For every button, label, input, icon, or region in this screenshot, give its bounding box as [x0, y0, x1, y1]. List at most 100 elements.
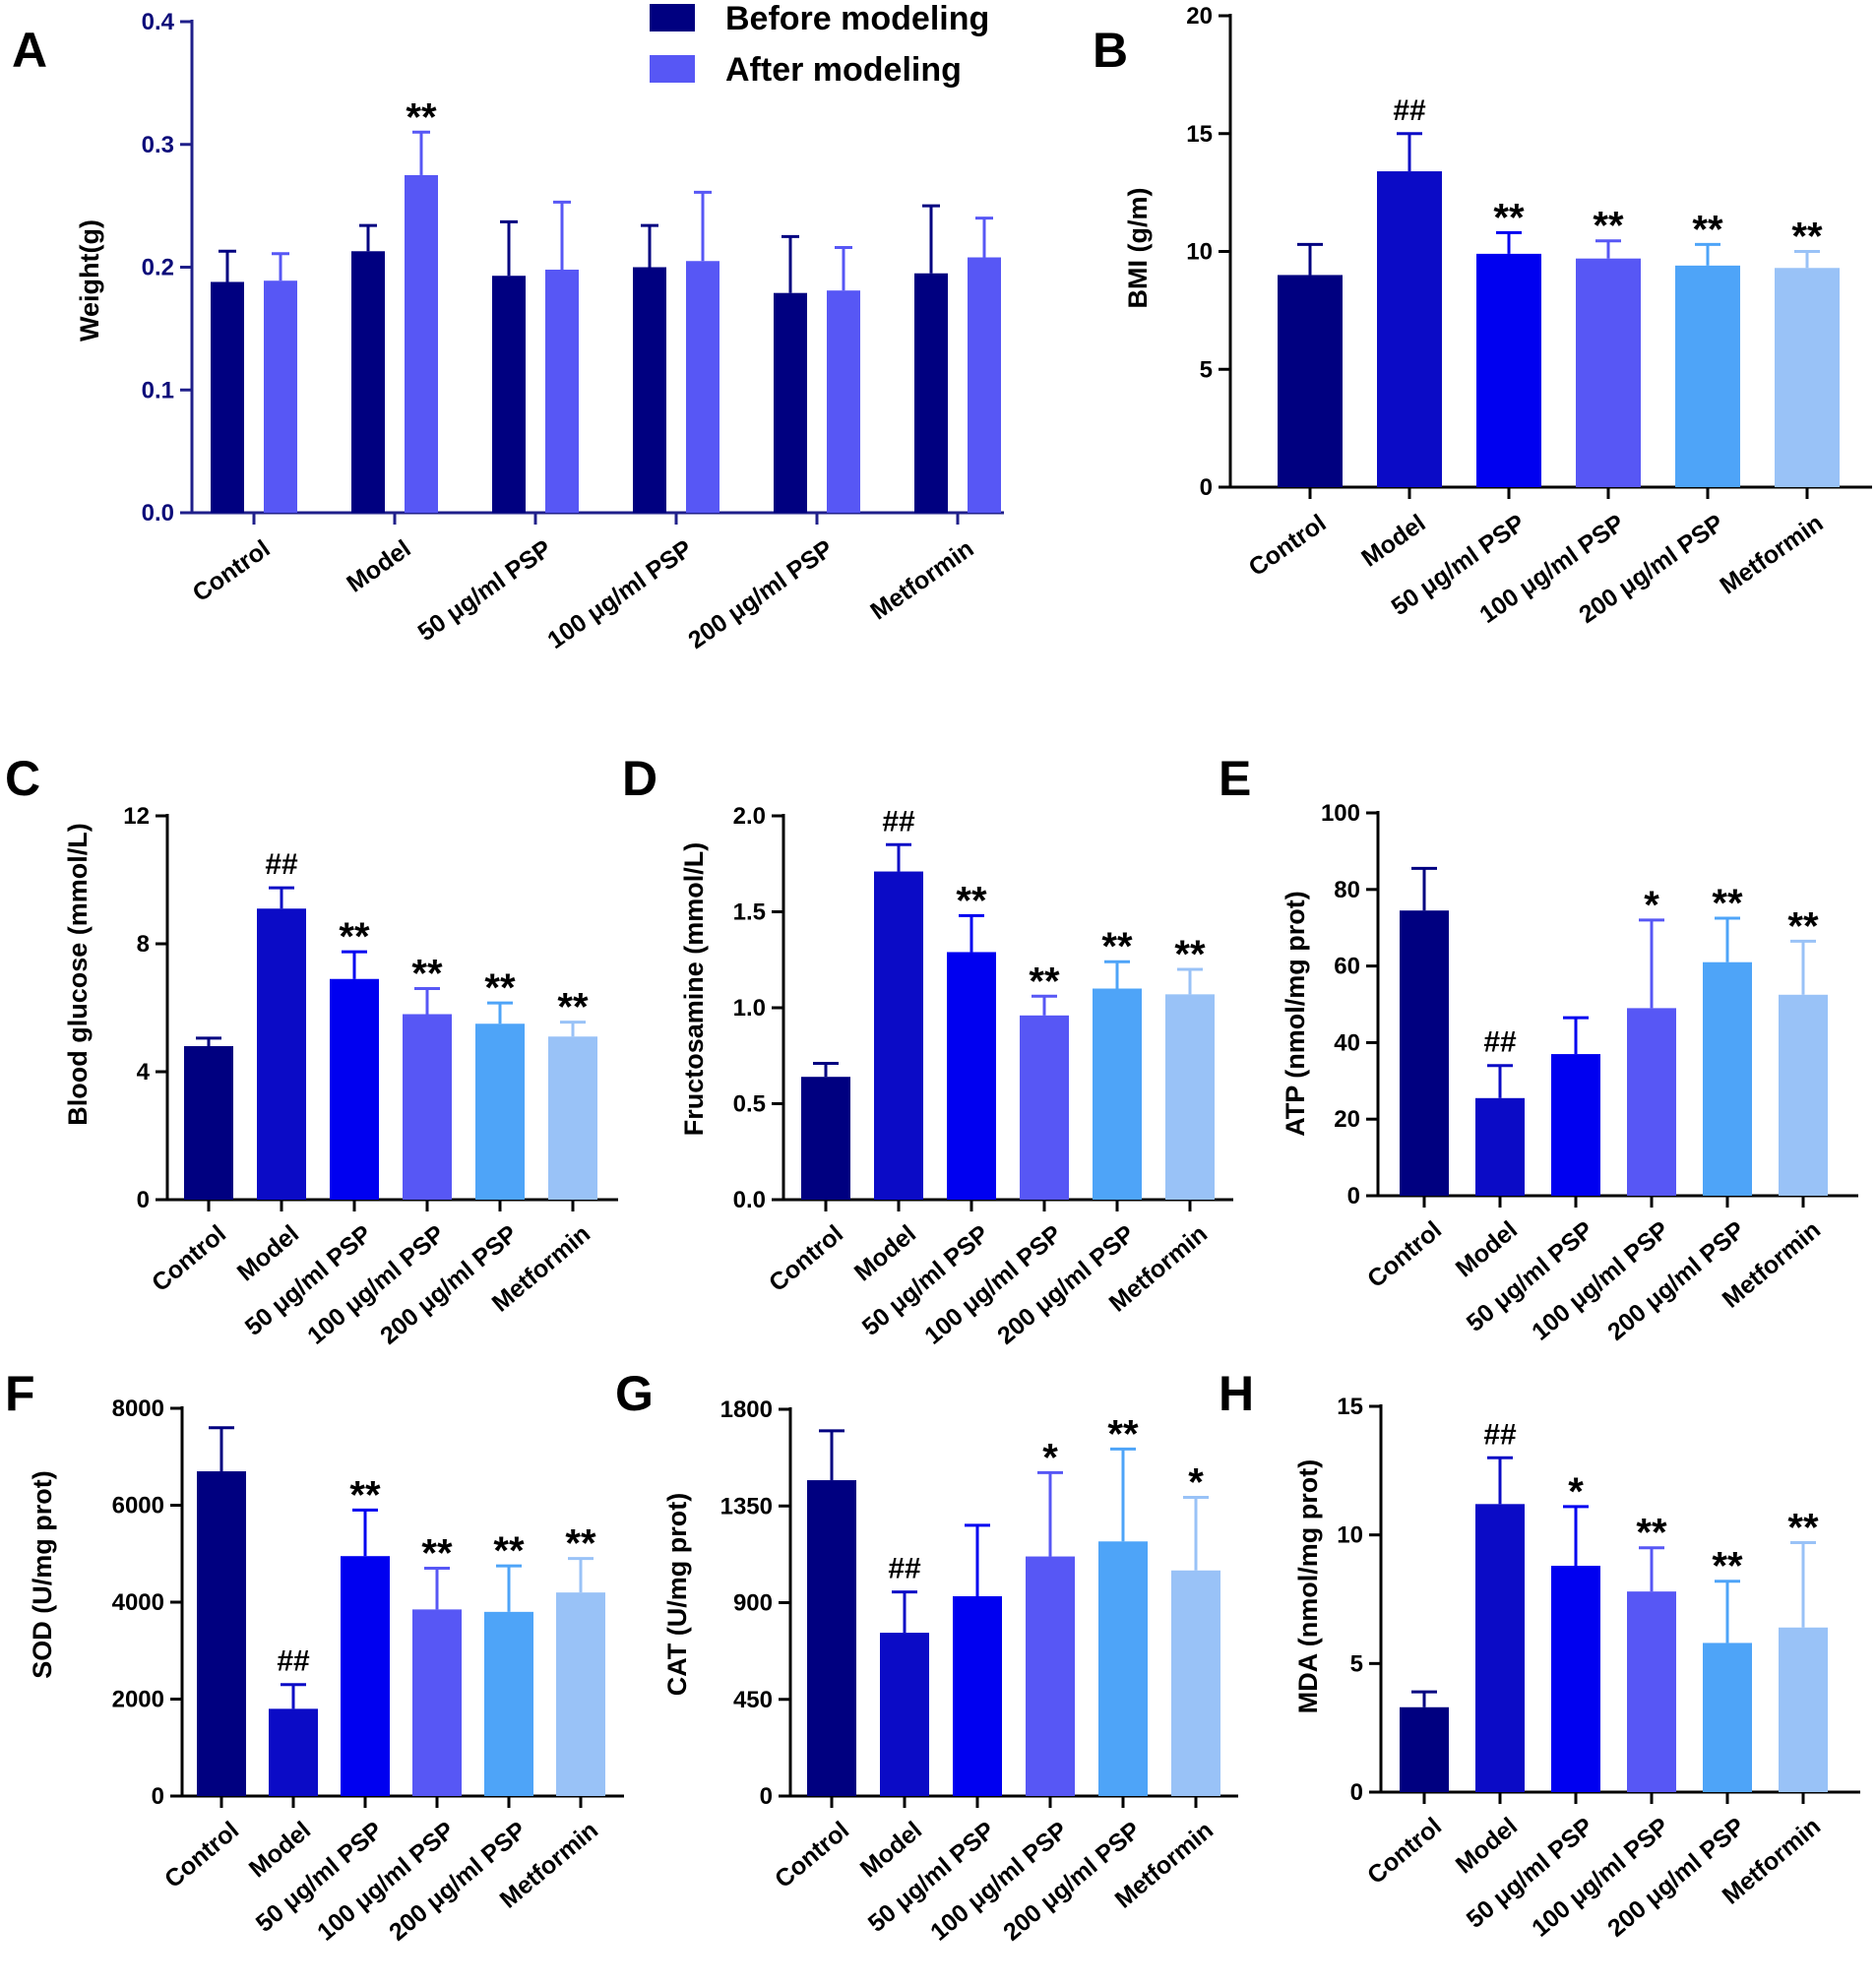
significance-label-metformin: **	[1791, 216, 1823, 259]
bar-before-modeling-100-g-ml-psp	[633, 267, 666, 513]
bar-metformin	[1165, 994, 1215, 1200]
y-axis-title-h: MDA (nmol/mg prot)	[1293, 1459, 1323, 1713]
bar-metformin	[1171, 1570, 1220, 1796]
y-tick-label-e: 60	[1334, 954, 1360, 980]
bar-after-modeling-100-g-ml-psp	[686, 261, 719, 513]
panel-label-b: B	[1093, 23, 1128, 78]
bar-100-g-ml-psp	[1627, 1008, 1676, 1196]
y-tick-label-f: 8000	[112, 1396, 164, 1422]
y-tick-label-b: 5	[1200, 356, 1213, 383]
bar-100-g-ml-psp	[1627, 1591, 1676, 1792]
y-tick-label-b: 0	[1200, 474, 1213, 501]
bar-model	[1377, 171, 1442, 487]
bar-control	[1400, 1706, 1449, 1792]
significance-label-50-g-ml-psp: **	[1493, 196, 1525, 239]
bar-after-modeling-control	[264, 280, 297, 513]
significance-label-model: ##	[882, 805, 915, 837]
y-tick-label-b: 20	[1186, 3, 1213, 30]
y-tick-label-d: 1.0	[733, 995, 766, 1022]
bar-50-g-ml-psp	[341, 1556, 390, 1796]
significance-label-model: ##	[1393, 94, 1426, 127]
bar-50-g-ml-psp	[953, 1595, 1002, 1796]
y-axis-title-a: Weight(g)	[75, 219, 104, 341]
y-axis-title-d: Fructosamine (mmol/L)	[679, 842, 709, 1137]
bar-100-g-ml-psp	[1026, 1556, 1075, 1796]
y-tick-label-a: 0.3	[142, 132, 174, 158]
bar-model	[269, 1708, 318, 1796]
legend-label-before: Before modeling	[725, 0, 989, 37]
bar-100-g-ml-psp	[1020, 1015, 1069, 1200]
bar-model	[1475, 1097, 1525, 1196]
panel-label-e: E	[1219, 751, 1251, 806]
y-tick-label-f: 4000	[112, 1589, 164, 1616]
significance-label-50-g-ml-psp: **	[956, 879, 987, 922]
significance-label-100-g-ml-psp: **	[421, 1532, 453, 1576]
y-tick-label-e: 80	[1334, 877, 1360, 903]
y-tick-label-a: 0.4	[142, 9, 175, 35]
significance-label-metformin: **	[1787, 904, 1819, 948]
significance-label-model: ##	[1483, 1418, 1517, 1451]
significance-label-200-g-ml-psp: **	[1692, 208, 1723, 251]
significance-label-50-g-ml-psp: *	[1568, 1470, 1584, 1514]
bar-before-modeling-50-g-ml-psp	[492, 276, 526, 513]
significance-label-metformin: **	[565, 1522, 596, 1566]
y-tick-label-d: 1.5	[733, 899, 766, 926]
legend-swatch-after	[650, 55, 695, 83]
significance-label-100-g-ml-psp: *	[1042, 1436, 1058, 1479]
bar-before-modeling-model	[351, 251, 385, 513]
y-tick-label-a: 0.1	[142, 377, 174, 403]
significance-label-200-g-ml-psp: **	[1712, 1545, 1743, 1588]
significance-label-model: ##	[277, 1645, 310, 1678]
y-axis-title-g: CAT (U/mg prot)	[662, 1493, 692, 1696]
y-tick-label-c: 12	[123, 803, 150, 830]
y-tick-label-h: 10	[1337, 1522, 1363, 1549]
significance-label-100-g-ml-psp: **	[1636, 1512, 1667, 1555]
panel-label-c: C	[5, 751, 40, 806]
significance-label-200-g-ml-psp: **	[1101, 925, 1133, 968]
bar-50-g-ml-psp	[330, 978, 379, 1200]
bar-control	[1278, 275, 1343, 487]
bar-after-modeling-metformin	[968, 257, 1001, 513]
panel-label-d: D	[622, 751, 657, 806]
y-tick-label-c: 8	[137, 931, 150, 958]
y-tick-label-g: 1800	[720, 1396, 773, 1423]
bar-before-modeling-200-g-ml-psp	[774, 292, 807, 513]
bar-50-g-ml-psp	[1551, 1566, 1600, 1792]
y-tick-label-d: 0.5	[733, 1091, 766, 1118]
legend-swatch-before	[650, 4, 695, 31]
y-tick-label-g: 0	[760, 1783, 773, 1810]
panel-label-g: G	[615, 1366, 654, 1421]
bar-control	[1400, 910, 1449, 1196]
significance-label-metformin: **	[1787, 1507, 1819, 1550]
y-tick-label-c: 0	[137, 1187, 150, 1213]
y-tick-label-e: 40	[1334, 1029, 1360, 1056]
significance-label-metformin: **	[1174, 933, 1206, 976]
y-tick-label-e: 20	[1334, 1106, 1360, 1133]
bar-200-g-ml-psp	[484, 1611, 533, 1796]
bar-200-g-ml-psp	[1093, 988, 1142, 1200]
panel-label-f: F	[5, 1366, 35, 1421]
significance-label-200-g-ml-psp: **	[484, 966, 516, 1010]
y-axis-title-b: BMI (g/m)	[1123, 188, 1153, 309]
bar-metformin	[1779, 1627, 1828, 1792]
bar-after-modeling-50-g-ml-psp	[545, 269, 579, 513]
y-tick-label-g: 900	[733, 1590, 773, 1617]
y-tick-label-h: 5	[1350, 1650, 1363, 1677]
significance-label-200-g-ml-psp: **	[1107, 1412, 1139, 1456]
bar-100-g-ml-psp	[1576, 258, 1641, 487]
y-tick-label-f: 2000	[112, 1687, 164, 1713]
significance-label-model: ##	[1483, 1026, 1517, 1059]
y-tick-label-c: 4	[137, 1059, 151, 1086]
bar-before-modeling-metformin	[914, 273, 948, 513]
bar-after-modeling-200-g-ml-psp	[827, 290, 860, 513]
bar-200-g-ml-psp	[475, 1024, 525, 1200]
bar-control	[801, 1077, 850, 1200]
bar-metformin	[556, 1592, 605, 1796]
bar-50-g-ml-psp	[1551, 1054, 1600, 1196]
y-tick-label-a: 0.0	[142, 500, 174, 527]
y-tick-label-f: 0	[152, 1783, 164, 1810]
y-tick-label-g: 1350	[720, 1493, 773, 1520]
significance-label-metformin: *	[1188, 1461, 1204, 1505]
y-tick-label-a: 0.2	[142, 255, 174, 281]
